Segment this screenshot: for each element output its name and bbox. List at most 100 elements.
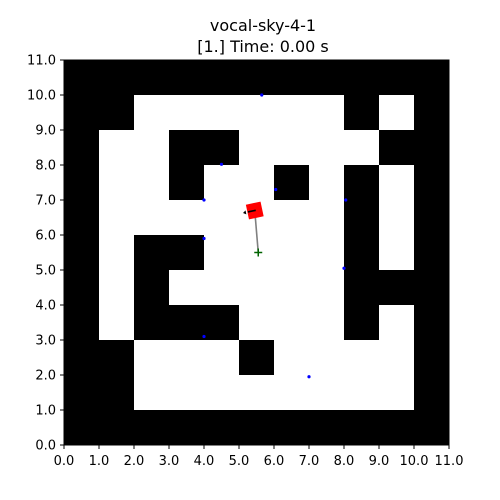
free-cell bbox=[309, 200, 345, 236]
wall-cell bbox=[344, 95, 380, 131]
wall-cell bbox=[414, 165, 450, 201]
free-cell bbox=[274, 235, 310, 271]
free-cell bbox=[309, 375, 345, 411]
wall-cell bbox=[204, 130, 240, 166]
waypoint bbox=[344, 198, 348, 202]
free-cell bbox=[309, 340, 345, 376]
x-tick-label: 6.0 bbox=[264, 454, 285, 469]
wall-cell bbox=[344, 410, 380, 446]
y-tick-label: 5.0 bbox=[35, 264, 56, 279]
robot-heading-tip bbox=[243, 210, 247, 215]
markers bbox=[243, 201, 264, 257]
free-cell bbox=[309, 305, 345, 341]
free-cell bbox=[274, 200, 310, 236]
wall-cell bbox=[274, 165, 310, 201]
y-tick-label: 4.0 bbox=[35, 299, 56, 314]
waypoint bbox=[202, 334, 206, 339]
free-cell bbox=[204, 340, 240, 376]
waypoint bbox=[307, 375, 311, 379]
wall-cell bbox=[64, 410, 100, 446]
free-cell bbox=[379, 165, 415, 201]
waypoints bbox=[202, 93, 348, 379]
y-tick-label: 2.0 bbox=[35, 369, 56, 384]
wall-cell bbox=[344, 200, 380, 236]
free-cell bbox=[169, 375, 205, 411]
y-tick-label: 7.0 bbox=[35, 194, 56, 209]
free-cell bbox=[169, 200, 205, 236]
y-tick-label: 0.0 bbox=[35, 439, 56, 454]
wall-cell bbox=[414, 200, 450, 236]
wall-cell bbox=[274, 60, 310, 96]
wall-cell bbox=[414, 130, 450, 166]
waypoint bbox=[274, 187, 278, 192]
x-tick-label: 0.0 bbox=[54, 454, 75, 469]
wall-cell bbox=[239, 60, 275, 96]
free-cell bbox=[344, 375, 380, 411]
wall-cell bbox=[414, 270, 450, 306]
wall-cell bbox=[169, 60, 205, 96]
free-cell bbox=[99, 235, 135, 271]
free-cell bbox=[309, 95, 345, 131]
wall-cell bbox=[169, 165, 205, 201]
wall-cell bbox=[414, 410, 450, 446]
free-cell bbox=[134, 130, 170, 166]
free-cell bbox=[379, 375, 415, 411]
plot-frame bbox=[63, 59, 450, 446]
wall-cell bbox=[379, 270, 415, 306]
waypoint bbox=[219, 162, 224, 166]
free-cell bbox=[274, 305, 310, 341]
wall-cell bbox=[414, 305, 450, 341]
free-cell bbox=[274, 375, 310, 411]
free-cell bbox=[99, 130, 135, 166]
x-tick-label: 8.0 bbox=[334, 454, 355, 469]
free-cell bbox=[274, 130, 310, 166]
free-cell bbox=[204, 375, 240, 411]
wall-cell bbox=[99, 95, 135, 131]
axis-ticks: 0.0 1.0 2.0 3.0 4.0 5.0 6.0 7.0 8.0 9.0 10.0 11.0 0.… bbox=[27, 54, 463, 470]
wall-cell bbox=[64, 200, 100, 236]
wall-cell bbox=[379, 60, 415, 96]
wall-cell bbox=[64, 235, 100, 271]
free-cell bbox=[239, 165, 275, 201]
wall-cell bbox=[169, 130, 205, 166]
wall-cell bbox=[64, 375, 100, 411]
wall-cell bbox=[134, 60, 170, 96]
wall-cell bbox=[64, 165, 100, 201]
free-cell bbox=[379, 95, 415, 131]
free-cell bbox=[309, 130, 345, 166]
chart-title: vocal-sky-4-1 bbox=[210, 16, 316, 35]
y-tick-label: 10.0 bbox=[27, 89, 56, 104]
wall-cell bbox=[204, 60, 240, 96]
x-tick-label: 7.0 bbox=[299, 454, 320, 469]
free-cell bbox=[309, 270, 345, 306]
wall-cell bbox=[414, 375, 450, 411]
wall-cell bbox=[344, 60, 380, 96]
wall-cell bbox=[274, 410, 310, 446]
wall-cell bbox=[134, 270, 170, 306]
x-tick-label: 1.0 bbox=[89, 454, 110, 469]
wall-cell bbox=[134, 305, 170, 341]
wall-cell bbox=[99, 410, 135, 446]
goal-marker bbox=[254, 248, 263, 257]
free-cell bbox=[274, 270, 310, 306]
free-cell bbox=[274, 95, 310, 131]
free-cell bbox=[99, 305, 135, 341]
free-cell bbox=[204, 235, 240, 271]
x-tick-label: 4.0 bbox=[194, 454, 215, 469]
free-cell bbox=[379, 340, 415, 376]
free-cell bbox=[204, 200, 240, 236]
free-cell bbox=[134, 165, 170, 201]
y-tick-label: 11.0 bbox=[27, 54, 56, 69]
wall-cell bbox=[204, 410, 240, 446]
free-cell bbox=[134, 200, 170, 236]
wall-cell bbox=[379, 130, 415, 166]
wall-cell bbox=[309, 60, 345, 96]
free-cell bbox=[204, 270, 240, 306]
wall-cell bbox=[64, 340, 100, 376]
wall-cell bbox=[169, 235, 205, 271]
free-cell bbox=[379, 235, 415, 271]
wall-cell bbox=[134, 235, 170, 271]
wall-cell bbox=[64, 130, 100, 166]
free-cell bbox=[134, 375, 170, 411]
wall-cell bbox=[414, 60, 450, 96]
